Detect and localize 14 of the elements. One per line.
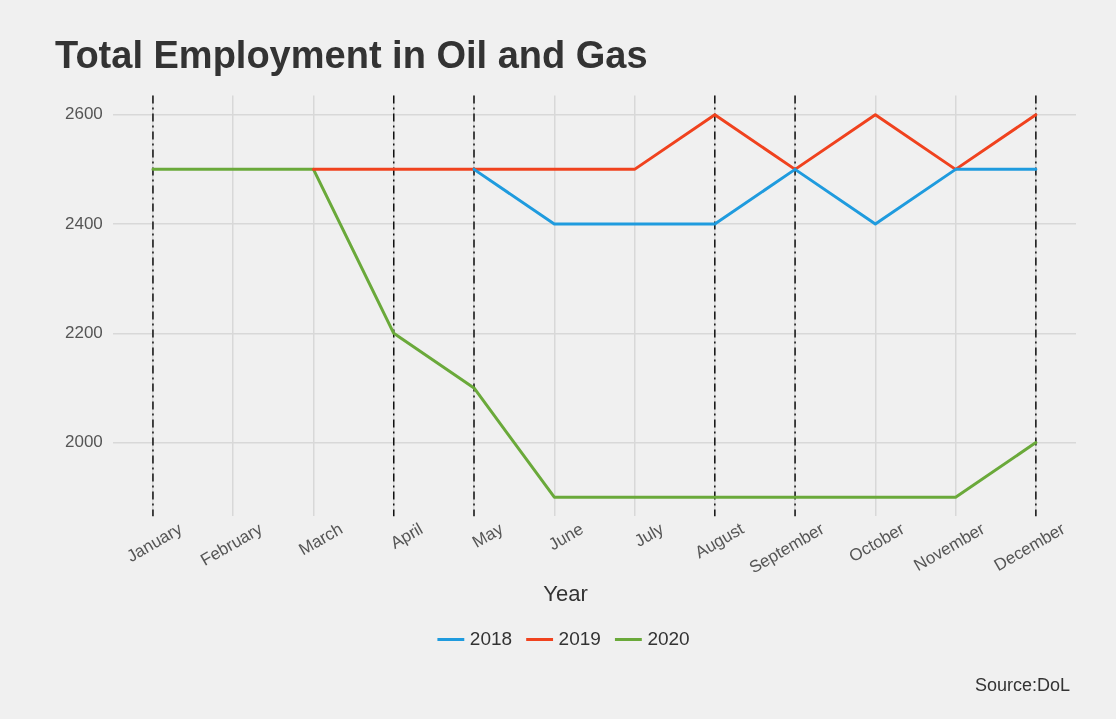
legend-label: 2020 (647, 627, 690, 649)
x-tick-label: June (545, 519, 587, 555)
x-tick-label: April (387, 519, 427, 553)
y-tick-label: 2000 (64, 432, 103, 452)
x-tick-label: May (469, 519, 507, 552)
legend-label: 2019 (558, 627, 601, 649)
chart-title: Total Employment in Oil and Gas (55, 34, 648, 77)
y-tick-label: 2600 (64, 104, 103, 124)
y-tick-label: 2400 (64, 213, 103, 233)
source-note: Source:DoL (974, 674, 1070, 695)
legend-title: Year (543, 580, 588, 606)
legend-label: 2018 (469, 627, 513, 649)
y-tick-label: 2200 (64, 322, 103, 342)
x-tick-label: July (631, 519, 668, 551)
